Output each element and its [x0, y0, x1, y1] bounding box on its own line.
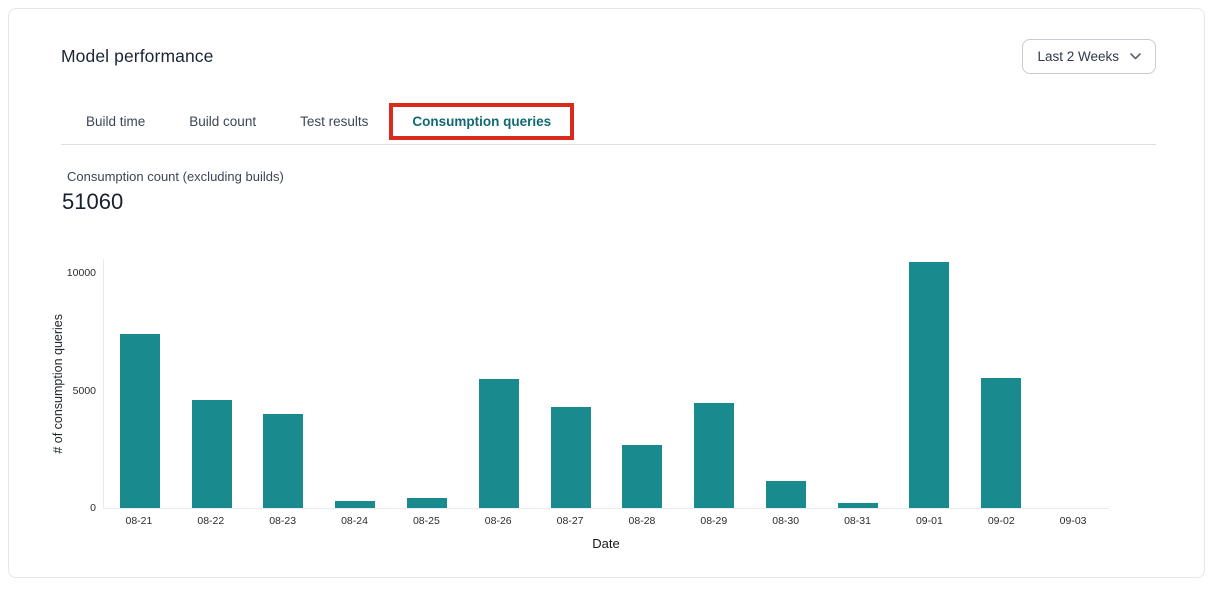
y-tick-10000: 10000	[66, 267, 96, 279]
tab-consumption-queries[interactable]: Consumption queries	[389, 102, 575, 140]
bar-slot-08-26	[463, 259, 535, 508]
bar-slot-09-01	[894, 259, 966, 508]
bar-slot-08-22	[176, 259, 248, 508]
metric-block: Consumption count (excluding builds) 510…	[9, 169, 1204, 215]
tab-divider	[61, 144, 1156, 145]
x-axis-title: Date	[592, 536, 620, 551]
tab-consumption-queries-label: Consumption queries	[412, 113, 552, 129]
bar-slot-09-03	[1037, 259, 1109, 508]
bar-08-30[interactable]	[765, 481, 806, 508]
tab-test-results[interactable]: Test results	[300, 113, 369, 129]
chevron-down-icon	[1130, 53, 1141, 60]
model-performance-card: Model performance Last 2 Weeks Build tim…	[8, 8, 1205, 578]
bar-08-26[interactable]	[478, 378, 519, 508]
bar-08-29[interactable]	[694, 403, 735, 508]
x-tick-08-27: 08-27	[556, 515, 584, 527]
x-tick-08-31: 08-31	[844, 515, 871, 527]
x-tick-08-22: 08-22	[197, 515, 225, 527]
bar-slot-08-25	[391, 259, 463, 508]
metric-label: Consumption count (excluding builds)	[67, 169, 284, 184]
bar-08-21[interactable]	[119, 334, 160, 508]
x-tick-08-21: 08-21	[125, 515, 153, 527]
x-tick-09-02: 09-02	[987, 515, 1015, 527]
x-tick-08-30: 08-30	[772, 515, 800, 527]
card-header: Model performance Last 2 Weeks	[9, 39, 1204, 74]
date-range-dropdown[interactable]: Last 2 Weeks	[1022, 39, 1156, 74]
x-tick-08-28: 08-28	[628, 515, 656, 527]
bar-08-22[interactable]	[191, 399, 232, 508]
y-tick-0: 0	[90, 502, 96, 514]
bar-08-31[interactable]	[837, 502, 878, 508]
x-tick-08-23: 08-23	[269, 515, 297, 527]
bar-slot-08-30	[750, 259, 822, 508]
bar-09-01[interactable]	[909, 262, 950, 508]
x-tick-08-24: 08-24	[341, 515, 368, 527]
tab-build-time[interactable]: Build time	[86, 113, 146, 129]
bar-slot-08-29	[678, 259, 750, 508]
bar-slot-09-02	[965, 259, 1037, 508]
bar-slot-08-28	[606, 259, 678, 508]
bar-08-25[interactable]	[407, 497, 448, 508]
bar-08-23[interactable]	[263, 414, 304, 508]
bar-slot-08-24	[319, 259, 391, 508]
page-title: Model performance	[61, 46, 214, 66]
x-tick-08-29: 08-29	[700, 515, 728, 527]
bar-08-28[interactable]	[622, 444, 663, 508]
y-tick-5000: 5000	[72, 384, 96, 397]
bar-slot-08-31	[822, 259, 894, 508]
x-tick-09-01: 09-01	[915, 515, 943, 527]
x-tick-09-03: 09-03	[1059, 515, 1087, 527]
bar-slot-08-27	[535, 259, 607, 508]
x-tick-08-26: 08-26	[484, 515, 512, 527]
bar-slot-08-23	[248, 259, 320, 508]
bar-slot-08-21	[104, 259, 176, 508]
plot-area: 0 5000 10000	[67, 259, 1109, 514]
bar-08-24[interactable]	[335, 501, 376, 508]
tab-build-count[interactable]: Build count	[189, 113, 257, 129]
date-range-value: Last 2 Weeks	[1037, 49, 1119, 64]
consumption-chart: # of consumption queries 0 5000 10000 08-2…	[9, 259, 1204, 551]
metric-value: 51060	[62, 189, 124, 214]
tab-bar: Build time Build count Test results Cons…	[9, 101, 1204, 141]
x-axis-tick-labels: 08-21 08-22 08-23 08-24 08-25 08-26 08-27 08-28…	[103, 515, 1109, 527]
bar-08-27[interactable]	[550, 407, 591, 508]
bar-09-02[interactable]	[981, 377, 1022, 508]
x-tick-08-25: 08-25	[412, 515, 440, 527]
